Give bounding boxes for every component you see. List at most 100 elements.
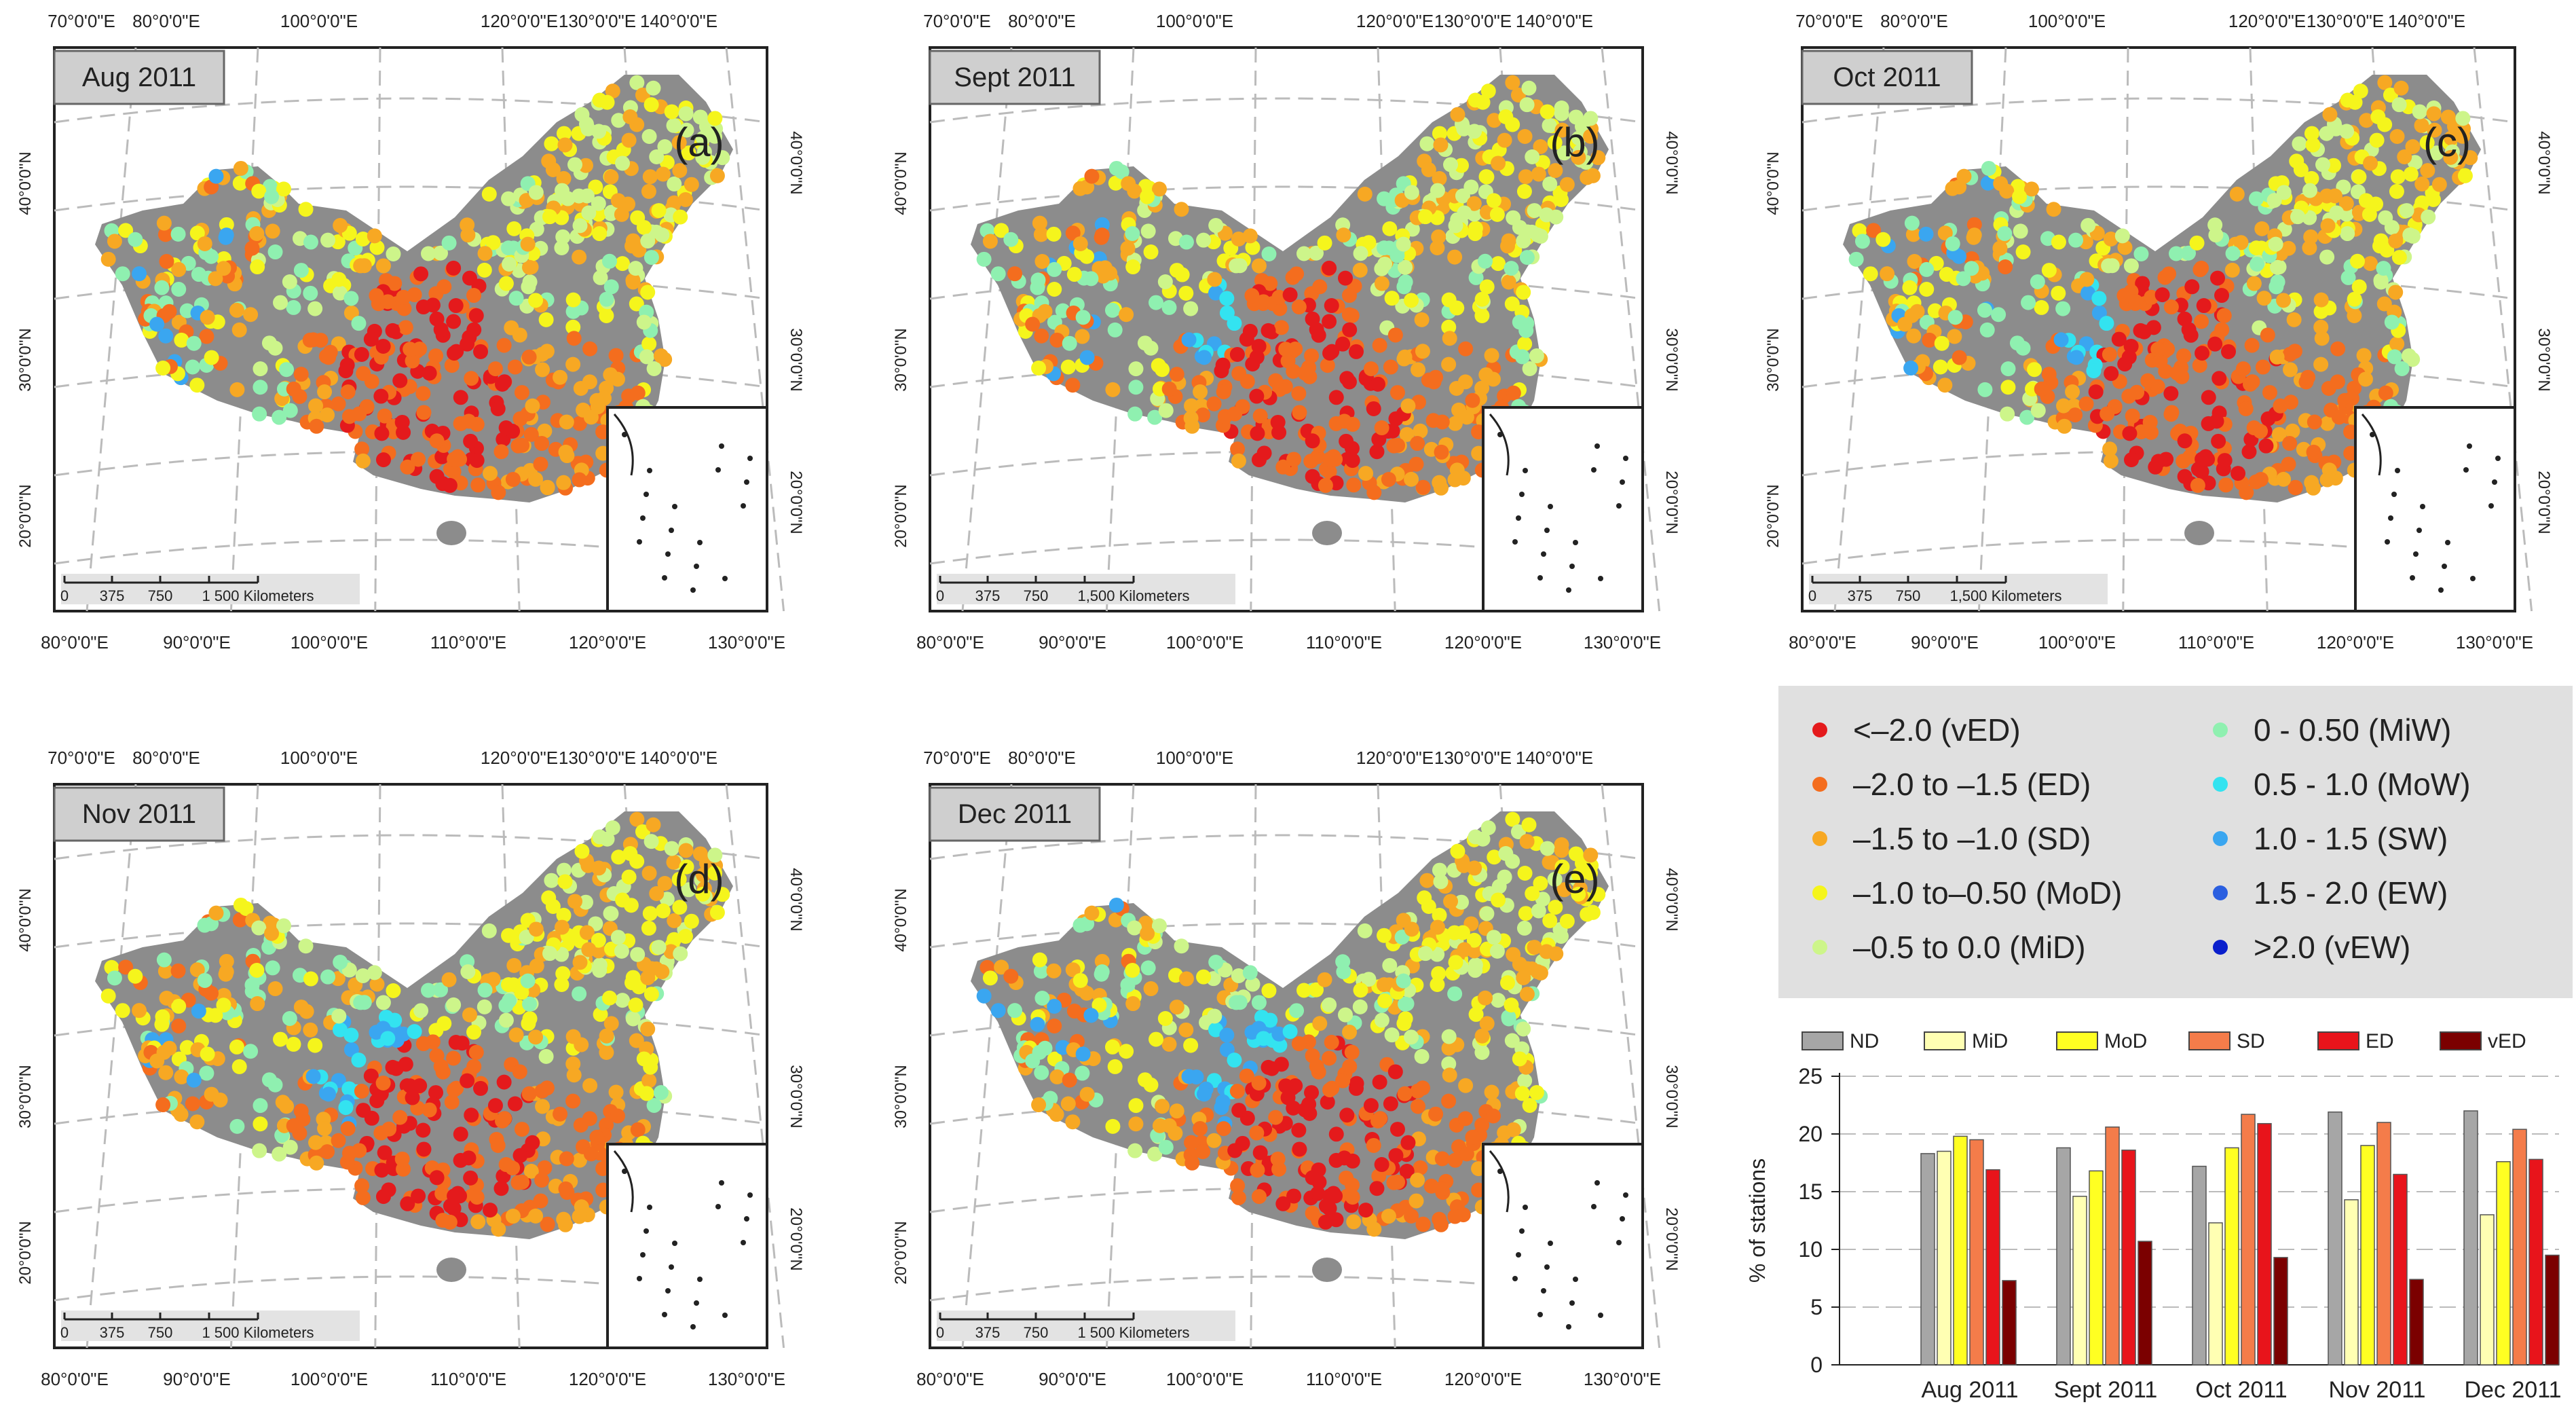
inset-island <box>672 1241 677 1246</box>
station-point <box>572 1209 587 1224</box>
station-point <box>174 1069 189 1084</box>
station-point <box>2362 206 2377 222</box>
station-point <box>641 866 657 881</box>
station-point <box>696 867 711 883</box>
top-axis-label: 70°0'0"E <box>48 11 115 31</box>
station-point <box>1981 160 1996 176</box>
station-point <box>1583 865 1599 881</box>
station-point <box>272 1146 287 1162</box>
inset-island <box>2410 575 2415 581</box>
station-point <box>243 1044 259 1059</box>
station-point <box>1977 382 1993 397</box>
station-point <box>1415 479 1431 495</box>
south-china-sea-inset <box>606 406 768 612</box>
station-point <box>1907 254 1922 270</box>
station-point <box>1902 280 1918 295</box>
station-point <box>2292 136 2307 151</box>
station-point <box>1525 149 1540 164</box>
chart-legend-swatch <box>2188 1031 2230 1050</box>
station-point <box>1413 1160 1428 1175</box>
station-point <box>1344 1044 1360 1060</box>
station-point <box>411 1188 426 1204</box>
station-point <box>501 928 517 943</box>
station-point <box>572 1152 587 1168</box>
station-point <box>643 834 659 849</box>
station-point <box>1060 359 1076 375</box>
station-point <box>154 280 170 295</box>
station-point <box>1208 1022 1223 1038</box>
bottom-axis-label: 110°0'0"E <box>1306 1369 1382 1389</box>
station-point <box>695 886 711 902</box>
station-point <box>156 215 172 231</box>
station-point <box>2176 348 2192 364</box>
station-point <box>2123 452 2139 468</box>
station-point <box>1353 246 1368 261</box>
station-point <box>2164 405 2180 420</box>
station-point <box>1304 348 1320 364</box>
station-point <box>2339 124 2355 139</box>
station-point <box>461 1150 477 1166</box>
station-point <box>641 129 657 145</box>
station-point <box>353 258 369 274</box>
scale-bar-background <box>61 1311 360 1341</box>
station-point <box>1458 341 1474 356</box>
station-point <box>559 414 574 430</box>
legend-dot-icon <box>1812 940 1827 955</box>
bottom-axis-label: 100°0'0"E <box>1166 1369 1244 1389</box>
station-point <box>1411 1099 1426 1114</box>
station-point <box>2326 158 2341 173</box>
station-point <box>1289 266 1305 282</box>
station-point <box>599 308 614 323</box>
station-point <box>1863 266 1878 282</box>
panel-letter-label: (d) <box>674 856 724 902</box>
station-point <box>2015 244 2031 260</box>
station-point <box>320 969 336 985</box>
longitude-line <box>1833 47 1885 612</box>
station-point <box>567 157 583 172</box>
station-point <box>2286 312 2302 327</box>
station-point <box>1128 1116 1144 1132</box>
station-point <box>572 986 587 1002</box>
station-point <box>1231 1190 1246 1205</box>
station-point <box>1388 411 1404 426</box>
station-point <box>118 223 134 238</box>
station-point <box>374 1162 390 1178</box>
station-point <box>1342 322 1358 337</box>
station-point <box>1519 250 1535 265</box>
station-point <box>1467 124 1482 139</box>
longitude-line <box>961 784 1013 1349</box>
station-point <box>1418 209 1434 225</box>
station-point <box>520 236 536 252</box>
station-point <box>1400 1135 1416 1150</box>
station-point <box>1468 963 1483 978</box>
station-point <box>2142 414 2158 430</box>
station-point <box>340 1121 356 1137</box>
station-point <box>272 409 287 425</box>
station-point <box>156 952 172 968</box>
station-point <box>1034 254 1050 270</box>
station-point <box>229 1039 244 1055</box>
bottom-axis-label: 110°0'0"E <box>430 632 506 653</box>
station-point <box>1880 266 1895 282</box>
station-point <box>1413 423 1428 439</box>
station-point <box>555 966 571 981</box>
station-point <box>1127 1143 1143 1158</box>
inset-island <box>2445 540 2450 545</box>
chart-legend-label: SD <box>2237 1030 2265 1052</box>
station-point <box>2027 362 2042 378</box>
station-point <box>1322 1050 1337 1066</box>
station-point <box>1366 485 1382 500</box>
station-point <box>565 319 581 335</box>
station-point <box>1486 930 1501 945</box>
station-point <box>2282 436 2298 452</box>
scale-tick-label: 0 <box>1808 587 1816 604</box>
inset-island <box>722 1313 728 1318</box>
scale-bar-background <box>1809 574 2108 604</box>
station-point <box>709 904 725 920</box>
station-point <box>1094 230 1109 245</box>
station-point <box>1447 249 1463 265</box>
map-panel-oct: 70°0'0"E 80°0'0"E 100°0'0"E 120°0'0"E 130°0'… <box>1748 0 2569 672</box>
station-point <box>279 1099 295 1114</box>
inset-island <box>741 503 746 509</box>
station-point <box>2012 189 2028 204</box>
